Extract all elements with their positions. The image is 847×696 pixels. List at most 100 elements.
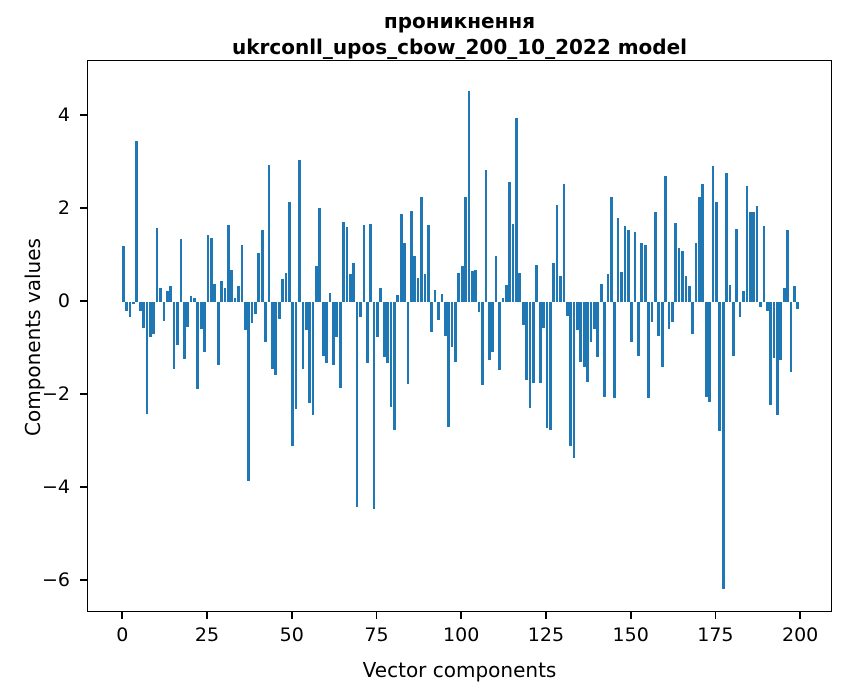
- bar: [321, 302, 325, 356]
- y-tick-label: −4: [41, 476, 70, 498]
- bar: [657, 302, 661, 336]
- bar: [240, 245, 244, 303]
- bar: [589, 302, 593, 343]
- bar: [430, 302, 434, 333]
- x-tick-mark: [375, 612, 378, 619]
- bar: [667, 302, 671, 330]
- x-tick-mark: [545, 612, 547, 619]
- x-tick-label: 0: [116, 624, 129, 646]
- bar: [162, 302, 166, 321]
- bar: [552, 262, 556, 303]
- y-tick-label: −6: [41, 568, 70, 591]
- bar: [559, 276, 562, 303]
- x-tick-label: 75: [364, 624, 389, 646]
- bar: [464, 196, 467, 303]
- x-tick-label: 25: [194, 624, 220, 646]
- bar: [128, 302, 132, 317]
- bar: [477, 302, 481, 313]
- bar: [708, 302, 711, 402]
- bar: [626, 230, 630, 303]
- bar: [376, 302, 379, 337]
- bar: [715, 201, 718, 303]
- bar: [223, 288, 227, 303]
- x-tick-mark: [121, 612, 124, 619]
- bar: [698, 196, 701, 303]
- y-tick-label: 0: [57, 290, 70, 313]
- x-tick-mark: [206, 612, 208, 619]
- bar: [674, 223, 678, 303]
- bar: [623, 226, 627, 303]
- bar: [406, 302, 410, 385]
- bar: [793, 285, 796, 303]
- bar: [362, 224, 366, 303]
- bar: [379, 288, 383, 303]
- bar: [545, 302, 549, 428]
- bar: [291, 302, 295, 447]
- bar: [315, 265, 318, 303]
- bar: [593, 302, 596, 330]
- bar: [684, 276, 688, 303]
- x-tick-label: 50: [279, 624, 304, 646]
- bar: [521, 302, 525, 326]
- bar: [311, 302, 315, 416]
- bar: [776, 302, 779, 416]
- x-tick-label: 200: [781, 624, 819, 646]
- bar: [637, 302, 640, 356]
- x-tick-label: 175: [697, 624, 734, 646]
- x-axis-label: Vector components: [362, 658, 557, 682]
- bar: [230, 269, 234, 303]
- bar: [386, 302, 389, 364]
- y-tick-label: −2: [41, 383, 70, 406]
- bar: [254, 302, 257, 314]
- bar: [216, 302, 220, 365]
- bar: [277, 302, 281, 319]
- y-axis-label: Components values: [21, 238, 45, 436]
- bar: [664, 176, 667, 303]
- bar: [643, 244, 647, 303]
- bar: [365, 302, 369, 364]
- bar: [579, 302, 583, 363]
- bar: [694, 243, 698, 303]
- bar: [582, 302, 586, 368]
- bar: [796, 302, 800, 310]
- bar: [233, 298, 237, 303]
- bar: [267, 165, 271, 303]
- y-tick-mark: [80, 579, 87, 581]
- bar: [298, 160, 301, 303]
- bar: [731, 302, 735, 356]
- bar: [433, 290, 437, 303]
- bar: [250, 302, 254, 324]
- bar: [237, 285, 240, 303]
- bar: [532, 302, 535, 384]
- bar: [647, 302, 650, 399]
- y-tick-mark: [80, 393, 87, 395]
- bar: [281, 279, 284, 303]
- bar: [220, 281, 223, 303]
- x-tick-label: 150: [612, 624, 649, 646]
- bar: [369, 223, 373, 303]
- bar: [620, 271, 623, 303]
- bar: [660, 302, 664, 368]
- bar: [169, 285, 173, 303]
- bar: [125, 302, 128, 311]
- bar: [772, 302, 776, 358]
- bar: [782, 288, 786, 303]
- x-tick-label: 125: [527, 624, 565, 646]
- x-tick-label: 100: [443, 624, 480, 646]
- bar: [548, 302, 552, 430]
- bar: [748, 211, 752, 303]
- bar: [762, 226, 766, 303]
- bar: [718, 302, 722, 432]
- bar: [789, 302, 793, 372]
- x-tick-mark: [629, 612, 632, 619]
- bar: [765, 302, 769, 312]
- bar: [613, 302, 617, 399]
- bar: [159, 287, 162, 303]
- bar: [332, 302, 335, 366]
- y-tick-mark: [80, 207, 87, 210]
- bar: [355, 302, 359, 507]
- bar: [403, 243, 406, 303]
- plot-area: [87, 60, 832, 612]
- y-tick-label: 4: [57, 104, 70, 127]
- bar: [654, 212, 657, 303]
